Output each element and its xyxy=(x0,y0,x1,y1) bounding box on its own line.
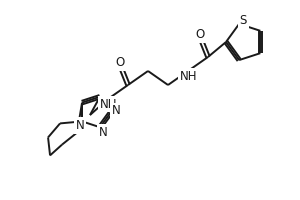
Text: N: N xyxy=(76,119,84,132)
Text: N: N xyxy=(112,104,120,117)
Text: S: S xyxy=(239,14,247,27)
Text: NH: NH xyxy=(100,98,118,110)
Text: NH: NH xyxy=(180,70,198,82)
Text: O: O xyxy=(116,56,124,70)
Text: N: N xyxy=(99,126,107,139)
Text: O: O xyxy=(195,28,205,42)
